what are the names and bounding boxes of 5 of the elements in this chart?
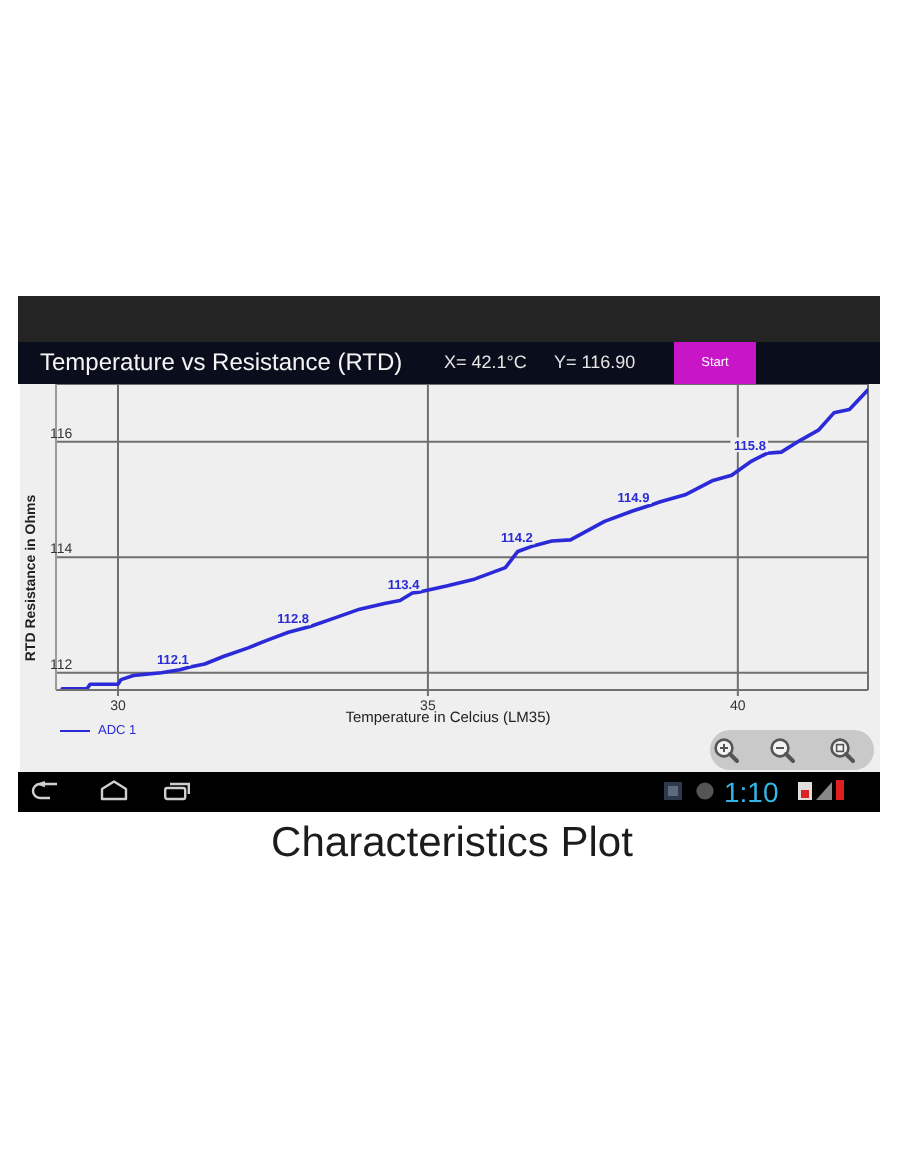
chart-title: Temperature vs Resistance (RTD) — [40, 346, 403, 380]
text: X= 42.1°C — [444, 350, 527, 376]
text: 1:10 — [724, 774, 779, 812]
text: Y= 116.90 — [554, 350, 636, 376]
text: Characteristics Plot — [269, 818, 635, 870]
